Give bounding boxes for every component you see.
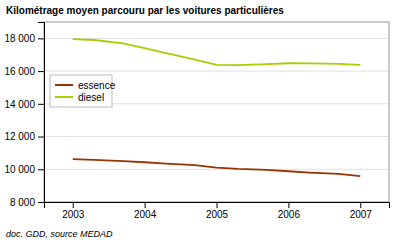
tick: 14 000 (4, 99, 44, 110)
tick-label: 12 000 (4, 131, 35, 142)
tick: 8 000 (10, 197, 44, 208)
legend: essencediesel (50, 75, 116, 107)
tick-label: 2005 (206, 209, 229, 220)
tick-label: 14 000 (4, 99, 35, 110)
grid-line (44, 71, 389, 72)
axis-line (45, 203, 390, 209)
tick-label: 8 000 (10, 197, 35, 208)
tick: 2004 (134, 202, 157, 220)
axis-line (38, 23, 45, 203)
tick-mark (217, 202, 218, 208)
tick-label: 2007 (350, 209, 373, 220)
legend-label: diesel (78, 92, 104, 103)
plot-frame (44, 22, 389, 202)
tick: 18 000 (4, 33, 44, 44)
series-line (73, 159, 361, 176)
tick-mark (145, 202, 146, 208)
title: Kilométrage moyen parcouru par les voitu… (6, 5, 284, 16)
legend-swatch (55, 96, 73, 98)
tick-mark (38, 169, 44, 170)
lines (73, 39, 361, 176)
subtitle: doc. GDD, source MEDAD (6, 229, 113, 239)
grid-line (44, 169, 389, 170)
tick-label: 2006 (278, 209, 301, 220)
legend-swatch (55, 84, 73, 86)
tick-mark (360, 202, 361, 208)
tick: 2006 (278, 202, 301, 220)
tick-label: 18 000 (4, 33, 35, 44)
tick: 2005 (206, 202, 229, 220)
grid-line (44, 136, 389, 137)
grid-line (44, 38, 389, 39)
tick-label: 10 000 (4, 164, 35, 175)
legend-label: essence (78, 80, 116, 91)
tick: 2003 (62, 202, 85, 220)
tick-label: 2004 (134, 209, 157, 220)
series-line (73, 39, 361, 65)
tick-mark (38, 137, 44, 138)
tick-mark (38, 71, 44, 72)
tick-label: 16 000 (4, 66, 35, 77)
grid (44, 38, 389, 202)
tick: 10 000 (4, 164, 44, 175)
x-axis: 2003 2004 2005 2006 2007 (45, 202, 390, 220)
tick-mark (73, 202, 74, 208)
tick-mark (38, 38, 44, 39)
chart: Kilométrage moyen parcouru par les voitu… (0, 0, 401, 242)
tick: 16 000 (4, 66, 44, 77)
tick-mark (288, 202, 289, 208)
y-axis: 8 000 10 000 12 000 14 000 16 000 18 000 (4, 23, 44, 208)
tick-mark (38, 104, 44, 105)
tick-mark (38, 202, 44, 203)
tick: 12 000 (4, 131, 44, 142)
tick-label: 2003 (62, 209, 85, 220)
plot: 2003 2004 2005 2006 2007 8 000 10 000 12 000 14 … (4, 22, 389, 220)
tick: 2007 (350, 202, 373, 220)
